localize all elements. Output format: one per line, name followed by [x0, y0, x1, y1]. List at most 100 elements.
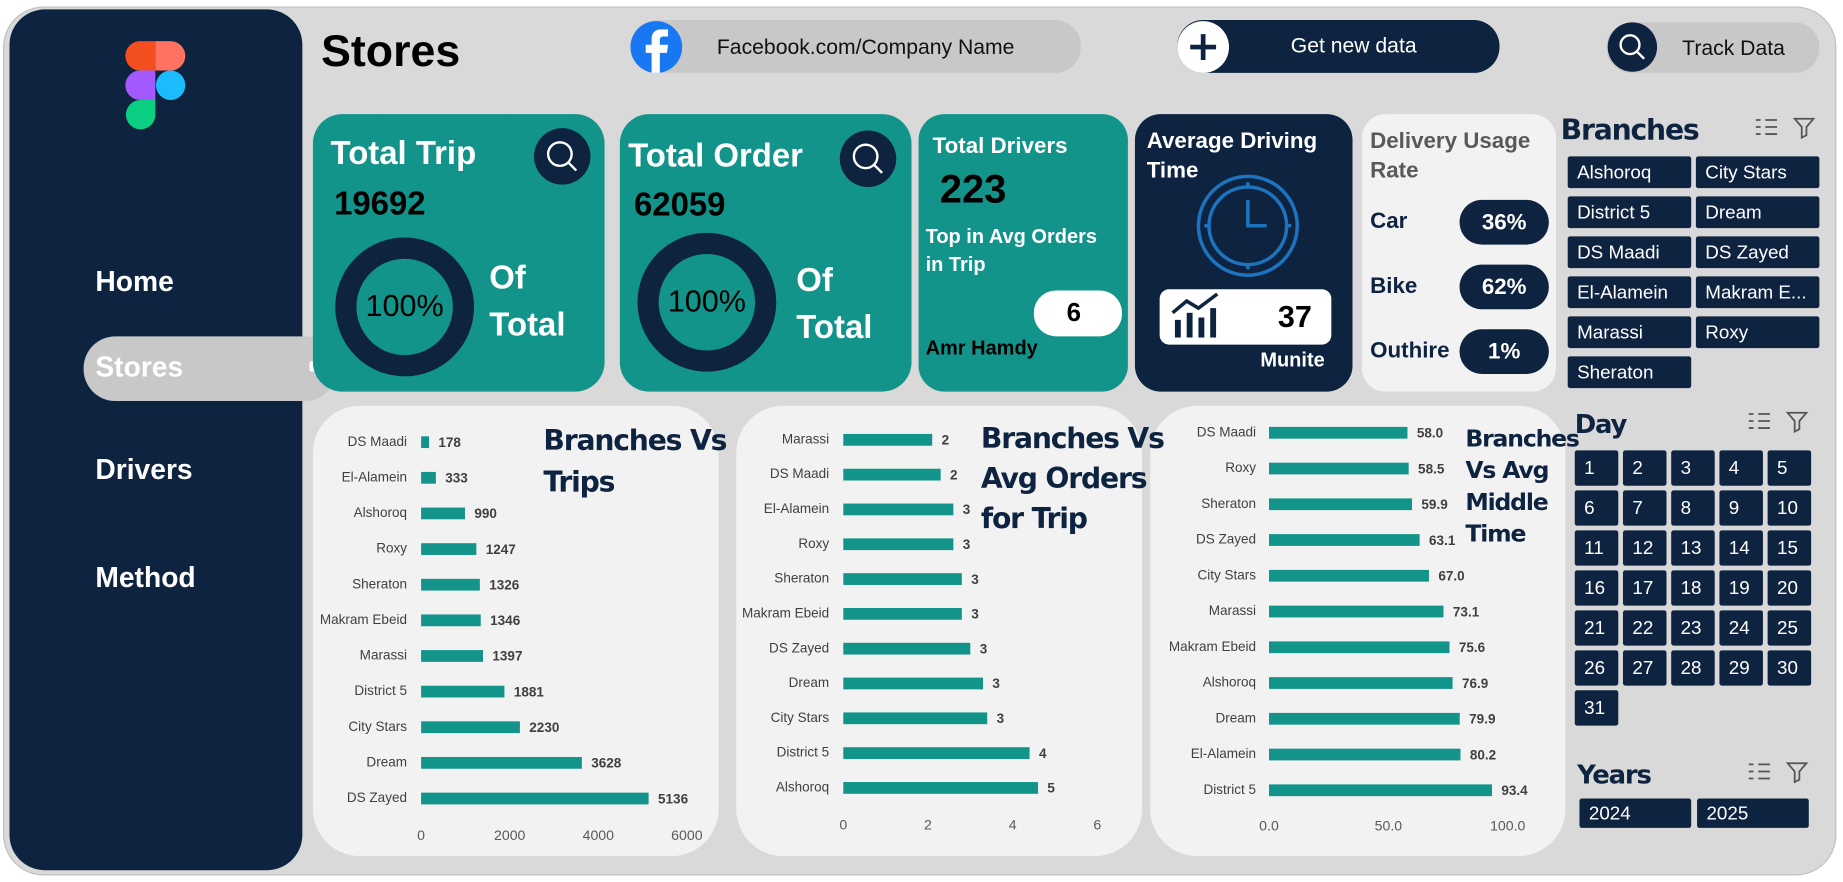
slicer-button[interactable]	[1767, 450, 1812, 486]
slicer-button[interactable]	[1574, 690, 1619, 726]
slicer-button[interactable]	[1574, 450, 1619, 486]
slicer-label[interactable]: 18	[1681, 577, 1702, 598]
slicer-label[interactable]: 14	[1729, 537, 1750, 558]
slicer-label[interactable]: Marassi	[1577, 321, 1643, 342]
slicer-button[interactable]	[1719, 450, 1763, 486]
slicer-button[interactable]	[1579, 798, 1692, 828]
slicer-button[interactable]	[1671, 490, 1715, 526]
slicer-label[interactable]: 21	[1584, 617, 1605, 638]
slicer-label[interactable]: Dream	[1705, 201, 1761, 222]
slicer-label[interactable]: 2025	[1706, 802, 1748, 823]
slicer-icons[interactable]	[1748, 117, 1816, 784]
nav-active[interactable]	[83, 336, 337, 402]
slicer-button[interactable]	[1622, 490, 1667, 526]
slicer-label[interactable]: 8	[1681, 497, 1691, 518]
slicer-button[interactable]	[1767, 610, 1812, 646]
slicer-label[interactable]: 6	[1584, 497, 1594, 518]
slicer-label[interactable]: Roxy	[1705, 321, 1748, 342]
slicer-label[interactable]: 12	[1632, 537, 1653, 558]
slicer-label[interactable]: 28	[1681, 657, 1702, 678]
slicer-button[interactable]	[1567, 236, 1692, 269]
slicer-label[interactable]: 15	[1777, 537, 1798, 558]
slicer-label[interactable]: 19	[1729, 577, 1750, 598]
slicer-label[interactable]: 9	[1729, 497, 1739, 518]
slicer-label[interactable]: 5	[1777, 457, 1787, 478]
nav-item[interactable]: Drivers	[95, 453, 192, 485]
slicer-label[interactable]: 13	[1681, 537, 1702, 558]
slicer-button[interactable]	[1767, 570, 1812, 606]
slicer-label[interactable]: 4	[1729, 457, 1739, 478]
slicer-button[interactable]	[1622, 650, 1667, 686]
slicer-button[interactable]	[1767, 530, 1812, 566]
nav-item[interactable]: Method	[95, 561, 195, 593]
track-button[interactable]	[1606, 22, 1820, 73]
slicer-label[interactable]: 29	[1729, 657, 1750, 678]
slicer-label[interactable]: 16	[1584, 577, 1605, 598]
slicer-label[interactable]: 22	[1632, 617, 1653, 638]
slicer-button[interactable]	[1695, 316, 1820, 349]
facebook-pill[interactable]	[630, 19, 1081, 73]
slicer-label[interactable]: 7	[1632, 497, 1642, 518]
slicer-button[interactable]	[1574, 490, 1619, 526]
slicer-button[interactable]	[1567, 156, 1692, 189]
slicer-label[interactable]: 1	[1584, 457, 1594, 478]
slicer-button[interactable]	[1695, 196, 1820, 229]
slicer-label[interactable]: 3	[1681, 457, 1691, 478]
slicer-button[interactable]	[1574, 610, 1619, 646]
slicer-label[interactable]: 24	[1729, 617, 1750, 638]
slicer-label[interactable]: Makram E...	[1705, 281, 1806, 302]
slicer-button[interactable]	[1767, 650, 1812, 686]
nav-item[interactable]: Stores	[95, 351, 183, 383]
track-label[interactable]: Track Data	[1682, 37, 1785, 60]
slicer-label[interactable]: 30	[1777, 657, 1798, 678]
slicer-button[interactable]	[1695, 156, 1820, 189]
slicer-button[interactable]	[1622, 570, 1667, 606]
slicer-label[interactable]: Alshoroq	[1577, 161, 1651, 182]
slicer-label[interactable]: City Stars	[1705, 161, 1786, 182]
slicer-button[interactable]	[1671, 530, 1715, 566]
slicer-label[interactable]: 25	[1777, 617, 1798, 638]
slicer-button[interactable]	[1719, 570, 1763, 606]
slicer-button[interactable]	[1695, 276, 1820, 309]
slicer-button[interactable]	[1767, 490, 1812, 526]
facebook-link[interactable]: Facebook.com/Company Name	[717, 36, 1015, 59]
nav-item[interactable]: Home	[95, 265, 173, 297]
slicer-label[interactable]: 20	[1777, 577, 1798, 598]
slicer-button[interactable]	[1574, 530, 1619, 566]
slicer-label[interactable]: 2024	[1589, 802, 1631, 823]
slicer-label[interactable]: DS Maadi	[1577, 241, 1660, 262]
slicer-label[interactable]: 11	[1584, 537, 1604, 558]
slicer-button[interactable]	[1671, 610, 1715, 646]
search-icon[interactable]	[839, 130, 897, 187]
slicer-label[interactable]: 26	[1584, 657, 1605, 678]
slicer-label[interactable]: Sheraton	[1577, 361, 1653, 382]
slicer-button[interactable]	[1574, 570, 1619, 606]
slicer-label[interactable]: 17	[1632, 577, 1653, 598]
slicer-button[interactable]	[1567, 356, 1692, 389]
slicer-button[interactable]	[1719, 610, 1763, 646]
slicer-button[interactable]	[1671, 570, 1715, 606]
search-icon[interactable]	[534, 128, 591, 185]
get-data-label[interactable]: Get new data	[1291, 35, 1417, 58]
slicer-label[interactable]: DS Zayed	[1705, 241, 1789, 262]
slicer-label[interactable]: 31	[1584, 697, 1605, 718]
slicer-label[interactable]: 2	[1632, 457, 1642, 478]
slicer-label[interactable]: 10	[1777, 497, 1798, 518]
slicer-button[interactable]	[1719, 650, 1763, 686]
slicer-label[interactable]: 23	[1681, 617, 1702, 638]
slicer-button[interactable]	[1567, 276, 1692, 309]
slicer-button[interactable]	[1719, 530, 1763, 566]
slicer-button[interactable]	[1697, 798, 1809, 828]
slicer-button[interactable]	[1671, 450, 1715, 486]
slicer-button[interactable]	[1574, 650, 1619, 686]
slicer-button[interactable]	[1719, 490, 1763, 526]
slicer-button[interactable]	[1622, 530, 1667, 566]
slicer-button[interactable]	[1695, 236, 1820, 269]
slicer-button[interactable]	[1622, 450, 1667, 486]
slicer-button[interactable]	[1567, 316, 1692, 349]
get-data-button[interactable]	[1177, 19, 1500, 73]
slicer-label[interactable]: 27	[1632, 657, 1653, 678]
slicer-button[interactable]	[1622, 610, 1667, 646]
slicer-label[interactable]: El-Alamein	[1577, 281, 1668, 302]
slicer-button[interactable]	[1671, 650, 1715, 686]
